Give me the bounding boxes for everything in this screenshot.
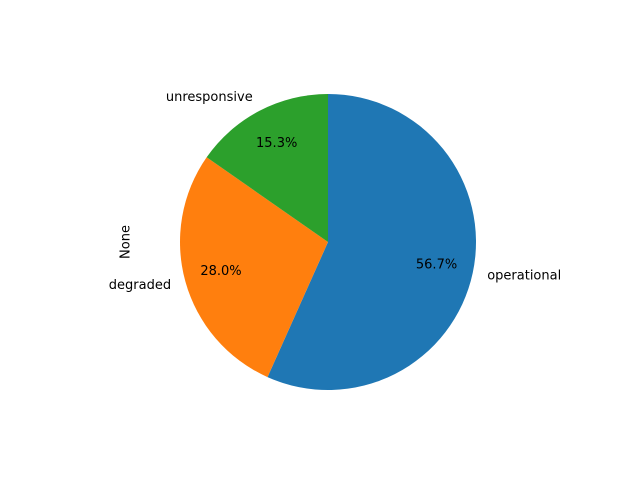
slice-label-degraded: degraded xyxy=(109,278,171,293)
slice-percent-unresponsive: 15.3% xyxy=(256,136,297,151)
pie-slice-operational xyxy=(267,94,477,391)
y-axis-label: None xyxy=(119,225,134,259)
pie-labels: operational 56.7% degraded 28.0% unresponsiv… xyxy=(109,90,561,293)
pie-slices xyxy=(179,94,477,391)
pie-slice-degraded xyxy=(179,157,328,378)
slice-percent-degraded: 28.0% xyxy=(200,264,241,279)
slice-label-operational: operational xyxy=(487,269,561,284)
slice-label-unresponsive: unresponsive xyxy=(166,90,253,105)
pie-slice-unresponsive xyxy=(206,94,328,242)
slice-percent-operational: 56.7% xyxy=(416,258,457,273)
